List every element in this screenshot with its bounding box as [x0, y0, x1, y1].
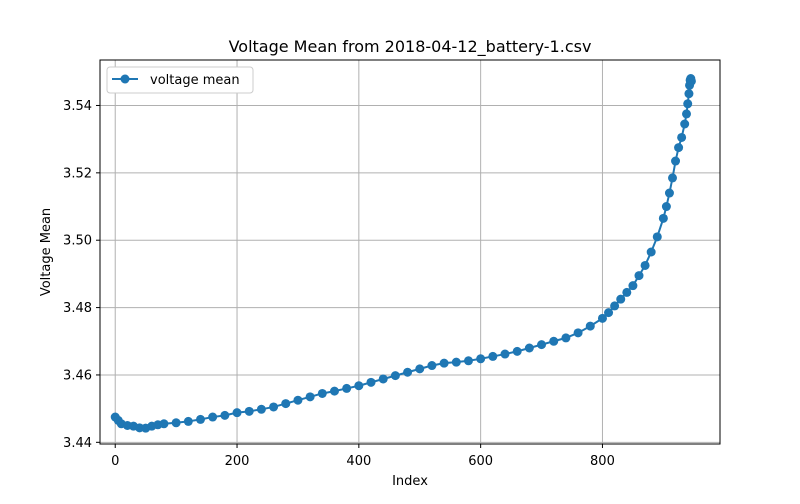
data-point: [244, 406, 254, 416]
data-point: [220, 410, 230, 420]
data-point: [512, 346, 522, 356]
y-tick-label: 3.54: [63, 99, 92, 114]
data-point: [439, 358, 449, 368]
data-point: [390, 371, 400, 381]
data-point: [427, 361, 437, 371]
data-point: [317, 388, 327, 398]
legend-box: [106, 66, 254, 94]
data-point: [585, 321, 595, 331]
y-tick-label: 3.44: [63, 436, 92, 451]
data-point: [640, 260, 650, 270]
data-point: [549, 336, 559, 346]
y-tick-label: 3.48: [63, 301, 92, 316]
data-point: [677, 132, 687, 142]
data-point: [634, 271, 644, 281]
data-point: [671, 156, 681, 166]
legend: voltage mean: [106, 66, 254, 94]
y-tick-label: 3.46: [63, 368, 92, 383]
data-point: [269, 402, 279, 412]
data-point: [256, 404, 266, 414]
data-point: [646, 247, 656, 257]
data-point: [305, 392, 315, 402]
grid-lines: [100, 60, 720, 444]
plot-area: [100, 60, 720, 444]
data-point: [476, 354, 486, 364]
data-point: [500, 349, 510, 359]
ticks: 0 200 400 600 800 3.44 3.46 3.48 3.50 3.52 3.54: [63, 99, 615, 469]
data-point: [573, 328, 583, 338]
data-point: [415, 364, 425, 374]
data-point: [403, 367, 413, 377]
data-point: [661, 202, 671, 212]
data-point: [610, 301, 620, 311]
data-point: [674, 143, 684, 153]
data-point: [561, 333, 571, 343]
data-point: [293, 395, 303, 405]
data-point: [668, 173, 677, 183]
data-point: [684, 89, 694, 99]
data-point: [195, 414, 205, 424]
data-point: [604, 308, 614, 318]
series-layer: [110, 74, 696, 433]
y-tick-label: 3.52: [63, 166, 92, 181]
data-point: [616, 294, 626, 304]
y-axis-label: Voltage Mean: [39, 208, 54, 296]
data-point: [597, 313, 607, 323]
data-point: [451, 357, 461, 367]
data-point: [366, 377, 376, 387]
data-point: [463, 356, 473, 366]
data-point: [658, 213, 668, 223]
data-point: [281, 399, 291, 409]
data-point: [680, 119, 690, 129]
x-tick-label: 0: [111, 454, 119, 469]
x-tick-label: 400: [346, 454, 371, 469]
y-tick-label: 3.50: [63, 234, 92, 249]
data-point: [664, 188, 674, 198]
data-point: [488, 351, 498, 361]
x-axis-label: Index: [392, 474, 428, 489]
chart-title: Voltage Mean from 2018-04-12_battery-1.c…: [229, 37, 592, 57]
data-point: [628, 281, 638, 291]
data-point: [183, 416, 193, 426]
data-point: [232, 408, 242, 418]
axes: [99, 59, 721, 445]
data-point: [329, 386, 339, 396]
x-tick-label: 600: [468, 454, 493, 469]
data-point: [524, 343, 534, 353]
series-line-0: [114, 74, 693, 430]
data-point: [378, 374, 388, 384]
x-tick-label: 200: [225, 454, 250, 469]
data-point: [652, 232, 662, 242]
legend-label: voltage mean: [150, 73, 240, 88]
axes-frame: [99, 59, 721, 445]
x-tick-label: 800: [590, 454, 615, 469]
legend-marker-icon: [120, 74, 130, 84]
data-point: [159, 419, 169, 429]
data-point: [537, 340, 547, 350]
data-point: [622, 287, 632, 297]
data-point: [208, 412, 218, 422]
data-point: [682, 109, 691, 119]
data-point: [342, 383, 352, 393]
data-point: [686, 76, 696, 86]
data-point: [354, 381, 364, 391]
data-point: [683, 99, 693, 109]
data-point: [171, 418, 181, 428]
